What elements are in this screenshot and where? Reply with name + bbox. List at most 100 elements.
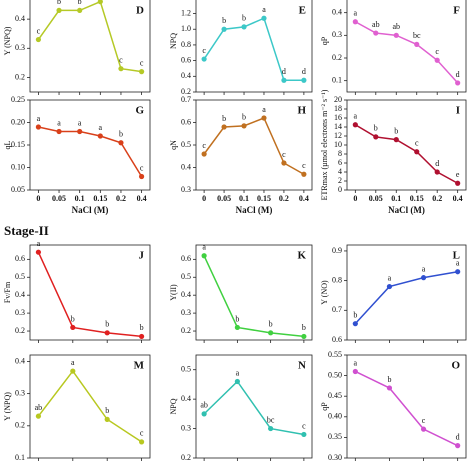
plot-frame [29, 0, 151, 93]
data-point [104, 330, 110, 336]
data-point [118, 66, 124, 72]
x-tick-label: 0.2 [279, 194, 289, 203]
panel-letter: M [134, 360, 145, 372]
data-point [301, 171, 307, 177]
data-point [455, 180, 461, 186]
significance-letter: a [422, 264, 426, 273]
data-point [281, 160, 287, 166]
y-tick-label: 0.2 [181, 326, 191, 335]
significance-letter: b [119, 130, 123, 139]
y-tick-label: 0.35 [328, 432, 342, 441]
x-tick-label: 0.15 [93, 194, 107, 203]
x-axis-label: NaCl (M) [236, 205, 273, 215]
data-point [234, 324, 240, 331]
y-tick-label: 0.15 [11, 140, 25, 149]
y-tick-label: 0.2 [15, 421, 25, 430]
data-point [352, 321, 358, 327]
significance-letter: b [71, 314, 75, 323]
panel-letter: K [297, 250, 306, 262]
significance-letter: b [235, 314, 239, 323]
significance-letter: a [78, 118, 82, 127]
data-point [268, 330, 274, 336]
significance-letter: c [202, 46, 206, 55]
significance-letter: b [105, 406, 109, 415]
data-point [373, 30, 379, 36]
y-tick-label: 1.2 [181, 8, 191, 17]
significance-letter: e [456, 170, 460, 179]
y-axis-label: Y (NO) [320, 280, 329, 305]
data-point [221, 26, 227, 32]
significance-letter: c [435, 47, 439, 56]
series-line [38, 126, 143, 177]
data-point [414, 149, 420, 155]
data-point [393, 137, 399, 143]
data-point [139, 69, 145, 75]
significance-letter: c [422, 416, 426, 425]
data-point [201, 253, 207, 259]
y-tick-label: 10 [334, 140, 342, 149]
series-line [37, 0, 142, 73]
significance-letter: b [105, 320, 109, 329]
y-tick-label: 0.3 [181, 423, 191, 432]
y-tick-label: 0.05 [11, 185, 25, 194]
data-point [97, 133, 103, 139]
y-tick-label: 12 [334, 131, 342, 140]
y-tick-label: 14 [334, 122, 342, 131]
data-point [352, 368, 358, 375]
y-tick-label: 0.6 [15, 254, 25, 263]
x-tick-label: 0.2 [116, 194, 126, 203]
series-line [203, 17, 304, 81]
y-axis-label: qP [320, 36, 329, 45]
y-tick-label: 0.3 [181, 185, 191, 194]
significance-letter: b [302, 323, 306, 332]
y-tick-label: 18 [334, 104, 342, 113]
significance-letter: a [262, 5, 266, 14]
y-tick-label: 0.7 [181, 95, 191, 104]
series-line [354, 124, 459, 184]
significance-letter: d [456, 432, 460, 441]
significance-letter: d [302, 67, 306, 76]
x-tick-label: 0.15 [410, 194, 424, 203]
data-point [241, 123, 247, 129]
significance-letter: d [435, 159, 439, 168]
significance-letter: b [353, 311, 357, 320]
significance-letter: a [37, 239, 41, 248]
x-tick-label: 0.1 [391, 194, 401, 203]
y-tick-label: 0.9 [332, 246, 342, 255]
data-point [268, 425, 274, 432]
y-tick-label: 0.4 [332, 7, 342, 16]
significance-letter: ab [200, 401, 208, 410]
significance-letter: b [242, 113, 246, 122]
x-tick-label: 0.2 [432, 194, 442, 203]
panel-letter: O [451, 360, 460, 372]
panel-letter: G [135, 105, 144, 117]
x-tick-label: 0.05 [52, 194, 66, 203]
y-tick-label: 0.45 [328, 391, 342, 400]
data-point [77, 7, 83, 13]
plot-frame [195, 99, 313, 191]
significance-letter: ab [372, 20, 380, 29]
y-axis-label: NPQ [169, 398, 178, 414]
y-tick-label: 0.6 [181, 55, 191, 64]
data-point [434, 57, 440, 63]
y-tick-label: 0.4 [181, 162, 191, 171]
panel-letter: E [299, 5, 306, 17]
x-axis-label: NaCl (M) [72, 205, 109, 215]
y-tick-label: 20 [334, 95, 342, 104]
y-tick-label: 0.8 [181, 40, 191, 49]
y-tick-label: 0.5 [181, 272, 191, 281]
data-point [455, 443, 461, 449]
significance-letter: a [388, 273, 392, 282]
significance-letter: b [78, 0, 82, 6]
x-tick-label: 0.4 [453, 194, 463, 203]
significance-letter: a [57, 118, 61, 127]
data-point [434, 169, 440, 175]
data-point [420, 275, 427, 281]
series-line [37, 369, 143, 443]
y-tick-label: 0 [338, 185, 342, 194]
y-tick-label: 1.0 [181, 24, 191, 33]
panel-letter: I [456, 105, 460, 117]
y-tick-label: 4 [338, 167, 342, 176]
x-tick-label: 0.1 [75, 194, 85, 203]
significance-letter: c [140, 429, 144, 438]
